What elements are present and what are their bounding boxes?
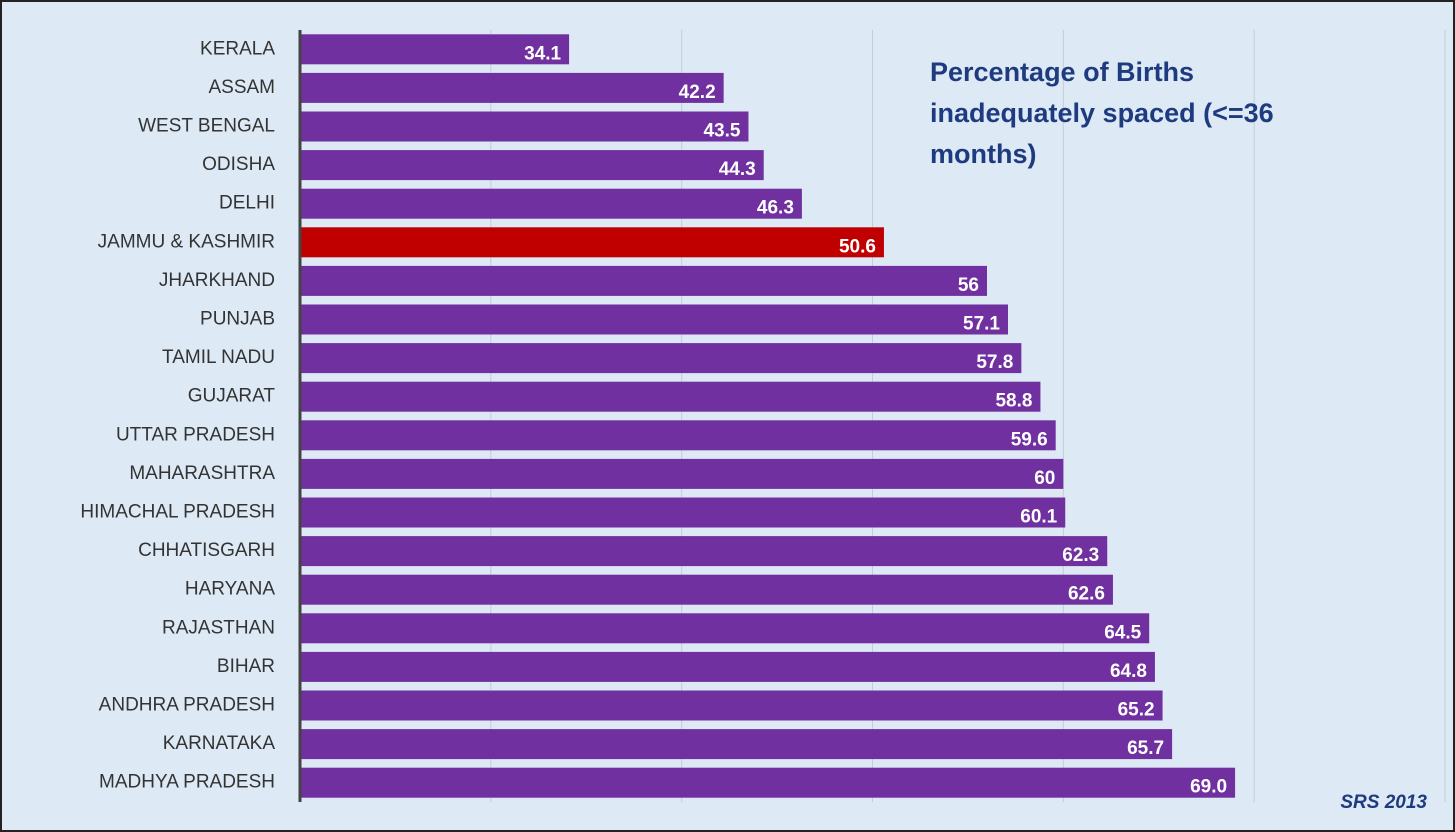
bar <box>300 381 1041 412</box>
bar <box>300 651 1155 682</box>
y-tick-label: WEST BENGAL <box>138 116 275 137</box>
data-label: 58.8 <box>995 391 1032 412</box>
bar <box>300 72 724 103</box>
data-label: 46.3 <box>757 198 794 219</box>
y-tick-label: TAMIL NADU <box>162 347 275 368</box>
bar <box>300 343 1022 374</box>
data-label: 65.7 <box>1127 738 1164 759</box>
bar <box>300 265 987 296</box>
data-label: 34.1 <box>524 43 561 64</box>
bar <box>300 613 1150 644</box>
data-label: 69.0 <box>1190 777 1227 798</box>
bar <box>300 458 1064 489</box>
data-label: 60 <box>1034 468 1055 489</box>
data-label: 50.6 <box>839 236 876 257</box>
chart-title: Percentage of Births inadequately spaced… <box>930 57 1274 169</box>
y-tick-label: HARYANA <box>185 579 275 600</box>
bar <box>300 420 1056 451</box>
y-tick-label: HIMACHAL PRADESH <box>80 502 275 523</box>
y-tick-label: UTTAR PRADESH <box>116 424 275 445</box>
data-label: 65.2 <box>1118 700 1155 721</box>
y-tick-label: KERALA <box>200 38 275 59</box>
y-tick-label: BIHAR <box>217 656 275 677</box>
bar <box>300 304 1008 335</box>
data-label: 42.2 <box>679 82 716 103</box>
y-tick-label: DELHI <box>219 193 275 214</box>
y-tick-label: GUJARAT <box>188 386 276 407</box>
bar <box>300 150 764 181</box>
data-label: 44.3 <box>719 159 756 180</box>
y-tick-label: PUNJAB <box>200 309 275 330</box>
source: SRS 2013 <box>1340 792 1427 813</box>
bar <box>300 497 1066 528</box>
data-label: 56 <box>958 275 979 296</box>
y-tick-label: JAMMU & KASHMIR <box>98 231 275 252</box>
bar <box>300 574 1113 605</box>
data-label: 59.6 <box>1011 429 1048 450</box>
data-label: 62.3 <box>1062 545 1099 566</box>
y-tick-label: ANDHRA PRADESH <box>99 695 275 716</box>
bar <box>300 767 1236 798</box>
data-label: 60.1 <box>1020 507 1057 528</box>
bar <box>300 729 1173 760</box>
y-tick-label: KARNATAKA <box>163 733 276 754</box>
bar <box>300 536 1108 567</box>
data-label: 43.5 <box>703 121 740 142</box>
bar <box>300 227 884 258</box>
data-label: 57.8 <box>976 352 1013 373</box>
bar <box>300 188 802 219</box>
bar <box>300 34 570 65</box>
y-tick-label: MADHYA PRADESH <box>99 772 275 793</box>
y-tick-label: MAHARASHTRA <box>129 463 275 484</box>
y-tick-label: RAJASTHAN <box>162 617 275 638</box>
data-label: 62.6 <box>1068 584 1105 605</box>
data-label: 57.1 <box>963 314 1000 335</box>
y-tick-label: ASSAM <box>208 77 275 98</box>
bar <box>300 690 1163 721</box>
data-label: 64.5 <box>1104 622 1141 643</box>
y-tick-label: JHARKHAND <box>159 270 275 291</box>
y-tick-label: ODISHA <box>202 154 275 175</box>
data-label: 64.8 <box>1110 661 1147 682</box>
bar <box>300 111 749 142</box>
y-tick-label: CHHATISGARH <box>138 540 275 561</box>
